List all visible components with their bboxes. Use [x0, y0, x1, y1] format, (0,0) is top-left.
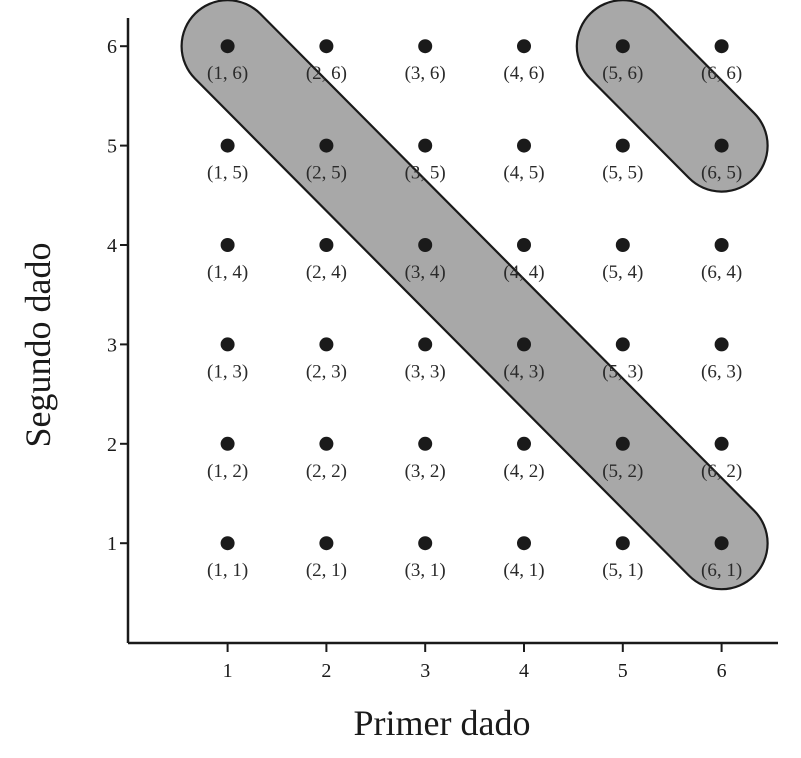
point-label: (3, 1) — [405, 560, 446, 581]
x-tick-label: 5 — [618, 660, 628, 682]
data-point — [517, 138, 531, 153]
point-label: (3, 5) — [405, 163, 446, 184]
point-label: (2, 2) — [306, 461, 347, 482]
data-point — [714, 238, 729, 252]
point-label: (6, 6) — [701, 63, 742, 84]
data-point — [418, 436, 433, 451]
data-point — [220, 238, 235, 252]
point-label: (1, 3) — [207, 361, 248, 382]
data-point — [714, 536, 729, 551]
data-point — [714, 138, 729, 153]
point-label: (5, 3) — [602, 361, 643, 382]
y-tick-label: 6 — [107, 36, 117, 58]
x-axis-label: Primer dado — [354, 703, 531, 743]
y-tick-label: 3 — [107, 334, 117, 356]
data-point — [418, 238, 433, 252]
data-point — [220, 436, 235, 451]
y-tick-label: 4 — [107, 235, 117, 257]
point-label: (3, 6) — [405, 63, 446, 84]
point-label: (1, 6) — [207, 63, 248, 84]
data-point — [319, 39, 334, 54]
point-label: (4, 2) — [503, 461, 544, 482]
point-label: (6, 2) — [701, 461, 742, 482]
data-point — [714, 39, 729, 54]
data-point — [418, 536, 433, 551]
point-label: (5, 6) — [602, 63, 643, 84]
point-label: (6, 1) — [701, 560, 742, 581]
point-label: (4, 6) — [503, 63, 544, 84]
point-label: (2, 4) — [306, 262, 347, 283]
data-point — [517, 536, 531, 551]
data-point — [220, 39, 235, 54]
point-label: (1, 1) — [207, 560, 248, 581]
data-point — [714, 436, 729, 451]
data-points — [220, 39, 729, 551]
data-point — [615, 436, 630, 451]
point-labels: (1, 6) (2, 6) (3, 6) (4, 6) (5, 6) (6, 6) (1, … — [207, 63, 742, 581]
point-label: (4, 1) — [503, 560, 544, 581]
data-point — [418, 138, 433, 153]
point-label: (4, 5) — [503, 163, 544, 184]
data-point — [517, 238, 531, 252]
point-label: (1, 5) — [207, 163, 248, 184]
tick-marks: 1 2 3 4 5 6 1 2 3 4 5 6 — [107, 36, 727, 682]
data-point — [517, 39, 531, 54]
point-label: (1, 2) — [207, 461, 248, 482]
x-tick-label: 1 — [223, 660, 233, 682]
data-point — [615, 337, 630, 352]
data-point — [714, 337, 729, 352]
y-axis-label: Segundo dado — [18, 243, 58, 448]
point-label: (6, 3) — [701, 361, 742, 382]
y-tick-label: 5 — [107, 136, 117, 158]
data-point — [615, 536, 630, 551]
data-point — [319, 536, 334, 551]
x-tick-label: 3 — [420, 660, 430, 682]
point-label: (5, 2) — [602, 461, 643, 482]
data-point — [517, 337, 531, 352]
data-point — [418, 337, 433, 352]
point-label: (4, 3) — [503, 361, 544, 382]
data-point — [319, 436, 334, 451]
data-point — [615, 238, 630, 252]
point-label: (2, 3) — [306, 361, 347, 382]
point-label: (5, 5) — [602, 163, 643, 184]
highlight-region-2 — [575, 0, 769, 193]
data-point — [220, 138, 235, 153]
point-label: (5, 4) — [602, 262, 643, 283]
data-point — [418, 39, 433, 54]
point-label: (4, 4) — [503, 262, 544, 283]
y-tick-label: 2 — [107, 434, 117, 456]
point-label: (2, 1) — [306, 560, 347, 581]
data-point — [319, 337, 334, 352]
highlight-regions — [180, 0, 769, 591]
x-tick-label: 4 — [519, 660, 529, 682]
point-label: (2, 6) — [306, 63, 347, 84]
data-point — [319, 238, 334, 252]
point-label: (3, 2) — [405, 461, 446, 482]
point-label: (6, 4) — [701, 262, 742, 283]
point-label: (6, 5) — [701, 163, 742, 184]
point-label: (3, 3) — [405, 361, 446, 382]
point-label: (3, 4) — [405, 262, 446, 283]
x-tick-label: 6 — [717, 660, 727, 682]
axes — [126, 18, 778, 645]
data-point — [319, 138, 334, 153]
data-point — [220, 536, 235, 551]
point-label: (2, 5) — [306, 163, 347, 184]
data-point — [615, 138, 630, 153]
point-label: (1, 4) — [207, 262, 248, 283]
data-point — [517, 436, 531, 451]
y-tick-label: 1 — [107, 533, 117, 555]
data-point — [615, 39, 630, 54]
x-tick-label: 2 — [321, 660, 331, 682]
point-label: (5, 1) — [602, 560, 643, 581]
data-point — [220, 337, 235, 352]
